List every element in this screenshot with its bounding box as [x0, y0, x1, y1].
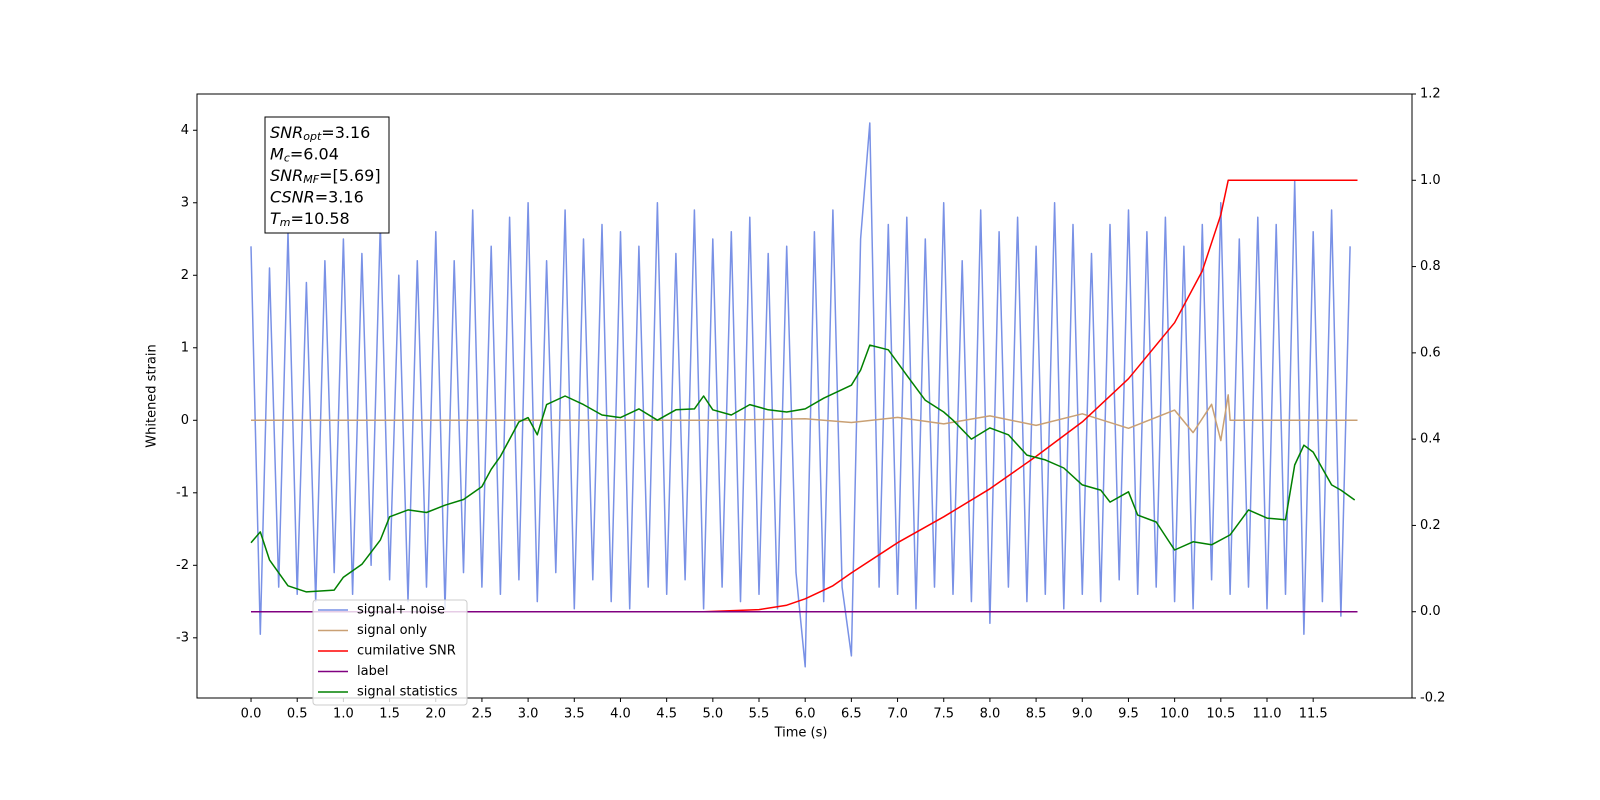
annotation: SNRopt=3.16	[270, 123, 370, 144]
legend-label: signal statistics	[357, 685, 458, 700]
annotation-frame	[264, 116, 390, 234]
series-line	[250, 344, 1356, 593]
x-tick-label: 3.5	[564, 707, 585, 722]
series-line	[251, 179, 1358, 613]
annotation: CSNR=3.16	[270, 187, 364, 206]
plot-frame	[196, 93, 1413, 699]
y2-tick-label: 1.0	[1420, 173, 1441, 188]
y2-tick-label: -0.2	[1420, 691, 1445, 706]
y2-tick-label: 0.0	[1420, 604, 1441, 619]
x-tick-label: 4.5	[656, 707, 677, 722]
y-tick-label: -2	[176, 558, 189, 573]
annotation: Tm=10.58	[270, 209, 350, 230]
y2-tick-label: 0.8	[1420, 259, 1441, 274]
annotation-text: =[5.69]	[319, 166, 381, 185]
y-tick-label: -1	[176, 485, 189, 500]
y-tick-label: 4	[181, 123, 189, 138]
x-tick-label: 10.5	[1206, 707, 1235, 722]
annotation-text: =6.04	[290, 144, 339, 163]
y2-tick-label: 0.4	[1420, 432, 1441, 447]
x-tick-label: 1.5	[379, 707, 400, 722]
annotation-symbol: T	[270, 209, 281, 228]
annotation: Mc=6.04	[270, 144, 339, 165]
x-tick-label: 5.0	[702, 707, 723, 722]
x-axis-label: Time (s)	[774, 726, 828, 741]
x-tick-label: 11.5	[1299, 707, 1328, 722]
x-tick-label: 9.5	[1118, 707, 1139, 722]
x-tick-label: 4.0	[610, 707, 631, 722]
annotation-symbol: CSNR	[270, 187, 315, 206]
y-axis-label: Whitened strain	[145, 344, 160, 447]
y2-tick-label: 1.2	[1420, 87, 1441, 102]
x-tick-label: 1.0	[333, 707, 354, 722]
y-tick-label: 0	[181, 413, 189, 428]
legend-frame	[312, 599, 468, 706]
x-tick-label: 7.5	[933, 707, 954, 722]
x-tick-label: 7.0	[887, 707, 908, 722]
x-tick-label: 0.0	[241, 707, 262, 722]
x-tick-label: 10.0	[1160, 707, 1189, 722]
annotation-subscript: MF	[303, 173, 319, 186]
annotation-symbol: SNR	[270, 166, 303, 185]
x-tick-label: 8.5	[1026, 707, 1047, 722]
legend-label: signal+ noise	[357, 603, 445, 618]
x-tick-label: 3.0	[518, 707, 539, 722]
y-tick-label: 1	[181, 340, 189, 355]
annotation-text: =3.16	[315, 187, 364, 206]
legend-label: label	[357, 664, 388, 679]
series-line	[250, 122, 1351, 668]
x-tick-label: 0.5	[287, 707, 308, 722]
legend-label: signal only	[357, 623, 427, 638]
annotation-text: =3.16	[321, 123, 370, 142]
legend-label: cumilative SNR	[357, 644, 456, 659]
annotation-symbol: SNR	[270, 123, 303, 142]
y-tick-label: 2	[181, 268, 189, 283]
x-tick-label: 8.0	[980, 707, 1001, 722]
series-line	[251, 394, 1358, 442]
y-tick-label: 3	[181, 195, 189, 210]
x-tick-label: 6.0	[795, 707, 816, 722]
annotation-subscript: c	[284, 152, 290, 165]
x-tick-label: 6.5	[841, 707, 862, 722]
legend: signal+ noise signal only cumilative SNR la…	[312, 599, 468, 706]
y2-tick-label: 0.2	[1420, 518, 1441, 533]
y-tick-label: -3	[176, 630, 189, 645]
annotation-subscript: m	[280, 216, 291, 229]
annotation-box: SNRopt=3.16Mc=6.04SNRMF=[5.69]CSNR=3.16T…	[264, 116, 390, 234]
annotation-symbol: M	[270, 144, 284, 163]
x-tick-label: 9.0	[1072, 707, 1093, 722]
annotation-text: =10.58	[291, 209, 350, 228]
x-tick-label: 2.0	[425, 707, 446, 722]
x-tick-label: 11.0	[1253, 707, 1282, 722]
annotation: SNRMF=[5.69]	[270, 166, 381, 187]
y2-tick-label: 0.6	[1420, 345, 1441, 360]
x-tick-label: 5.5	[749, 707, 770, 722]
annotation-subscript: opt	[303, 130, 322, 143]
x-tick-label: 2.5	[472, 707, 493, 722]
